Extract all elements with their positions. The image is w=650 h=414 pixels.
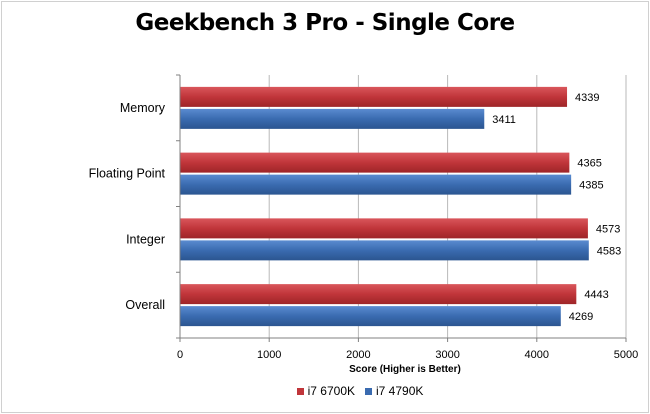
x-tick-label: 2000: [346, 349, 370, 361]
bar-memory-series-1: [180, 108, 485, 129]
data-label: 4443: [584, 289, 608, 301]
x-tick-label: 4000: [525, 349, 549, 361]
legend-swatch-series-0: [296, 387, 304, 395]
legend-label-series-1: i7 4790K: [376, 384, 424, 398]
x-tick-label: 5000: [614, 349, 638, 361]
legend-label-series-0: i7 6700K: [307, 384, 355, 398]
bars: [180, 86, 589, 327]
x-tick-label: 1000: [257, 349, 281, 361]
x-axis-label: Score (Higher is Better): [349, 364, 461, 375]
data-label: 4269: [569, 311, 593, 323]
bar-floating-point-series-1: [180, 174, 572, 195]
data-label: 4583: [597, 245, 621, 257]
data-label: 3411: [492, 114, 516, 126]
labels: 0 1000 2000 3000 4000 5000 Memory 4339 3411 Float…: [89, 92, 639, 361]
category-label: Memory: [120, 101, 166, 115]
legend-swatch-series-1: [365, 387, 372, 395]
bar-integer-series-1: [180, 240, 589, 261]
category-label: Overall: [125, 298, 165, 312]
data-label: 4573: [596, 223, 620, 235]
legend-item-series-0: i7 6700K: [296, 384, 355, 398]
x-tick-label: 3000: [435, 349, 459, 361]
data-label: 4365: [577, 158, 601, 170]
chart-title: Geekbench 3 Pro - Single Core: [135, 10, 515, 36]
bar-integer-series-0: [180, 218, 588, 239]
category-label: Floating Point: [89, 167, 166, 181]
legend-item-series-1: i7 4790K: [365, 384, 423, 398]
bar-memory-series-0: [180, 86, 568, 107]
bar-overall-series-0: [180, 284, 577, 305]
bar-overall-series-1: [180, 306, 561, 327]
axes: [176, 74, 627, 342]
category-label: Integer: [126, 232, 165, 246]
data-label: 4385: [579, 180, 603, 192]
x-tick-label: 0: [177, 349, 183, 361]
bar-floating-point-series-0: [180, 152, 570, 173]
data-label: 4339: [575, 92, 599, 104]
legend: i7 6700K i7 4790K: [0, 384, 650, 398]
